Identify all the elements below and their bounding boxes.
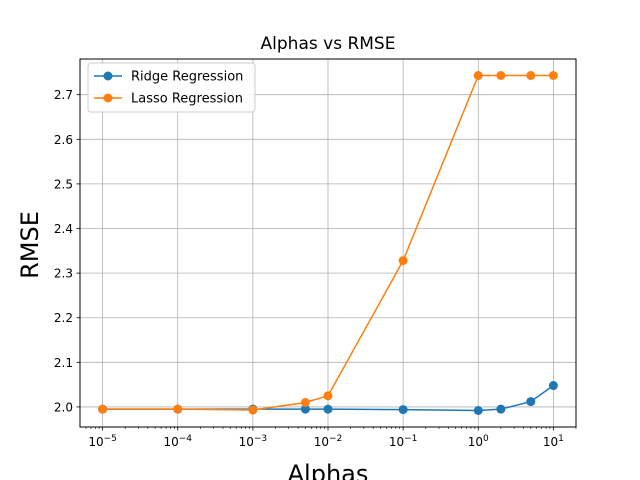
series-layer [98, 71, 558, 415]
ridge-regression-point [473, 405, 483, 415]
lasso-regression-point [526, 71, 536, 81]
x-tick-label: 10−2 [314, 434, 343, 449]
lasso-regression-point [496, 71, 506, 81]
y-tick-label: 2.1 [54, 356, 73, 370]
legend-swatch-marker [103, 71, 113, 81]
legend-box [87, 62, 256, 113]
x-tick-label: 10−5 [88, 434, 117, 449]
lasso-regression-point [323, 391, 333, 401]
x-tick-label: 10−3 [239, 434, 268, 449]
series-lasso-regression [98, 71, 558, 415]
y-tick-label: 2.4 [54, 222, 73, 236]
axis-ticks: 10−5 10−4 10−3 10−2 10−1 100 101 2.0 2.1 2.2 2.3 2.… [54, 88, 577, 449]
y-tick-label: 2.0 [54, 400, 73, 414]
lasso-regression-point [300, 397, 310, 407]
y-tick-label: 2.7 [54, 88, 73, 102]
lasso-regression-point [548, 71, 558, 81]
y-tick-label: 2.3 [54, 267, 73, 281]
legend-label: Ridge Regression [131, 70, 243, 85]
x-tick-label: 10−1 [389, 434, 418, 449]
chart-title: Alphas vs RMSE [261, 34, 396, 54]
grid [80, 59, 576, 427]
ridge-regression-point [398, 405, 408, 415]
y-tick-label: 2.6 [54, 133, 73, 147]
x-axis-label: Alphas [288, 460, 369, 480]
ridge-regression-point [548, 381, 558, 391]
lasso-regression-point [98, 404, 108, 414]
y-tick-label: 2.5 [54, 177, 73, 191]
ridge-regression-point [323, 404, 333, 414]
legend-swatch-marker [103, 93, 113, 103]
x-tick-label: 10−4 [163, 434, 192, 449]
lasso-regression-point [398, 256, 408, 266]
ridge-regression-point [496, 404, 506, 414]
ridge-regression-point [526, 397, 536, 407]
y-axis-label: RMSE [16, 211, 44, 279]
ridge-regression-point [300, 404, 310, 414]
legend: Ridge Regression Lasso Regression [87, 62, 256, 113]
lasso-regression-point [173, 404, 183, 414]
legend-label: Lasso Regression [131, 92, 243, 107]
legend-entry-ridge-regression: Ridge Regression [94, 70, 243, 85]
legend-entry-lasso-regression: Lasso Regression [94, 92, 243, 107]
lasso-regression-line [102, 74, 554, 411]
lasso-regression-point [248, 405, 258, 415]
x-tick-label: 101 [543, 434, 564, 449]
lasso-regression-point [473, 71, 483, 81]
y-tick-label: 2.2 [54, 311, 73, 325]
x-tick-label: 100 [468, 434, 489, 449]
